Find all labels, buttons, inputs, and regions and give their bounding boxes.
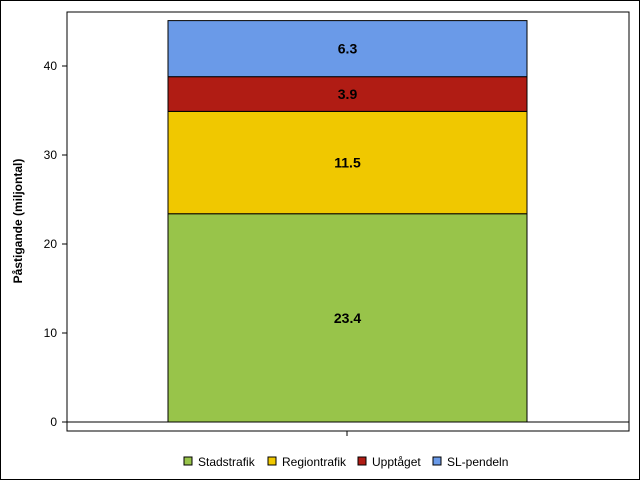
legend-swatch bbox=[267, 456, 277, 466]
legend: Stadstrafik Regiontrafik Upptåget SL-pendel… bbox=[183, 455, 508, 469]
legend-label: Upptåget bbox=[372, 455, 421, 469]
y-axis: 0 10 20 30 40 bbox=[44, 59, 67, 429]
bar-segment-stadstrafik bbox=[167, 213, 528, 423]
legend-label: SL-pendeln bbox=[447, 455, 508, 469]
y-tick-label: 20 bbox=[44, 237, 58, 251]
data-label: 23.4 bbox=[334, 310, 361, 326]
legend-label: Regiontrafik bbox=[282, 455, 347, 469]
bar-segments bbox=[167, 20, 528, 423]
y-tick-label: 10 bbox=[44, 326, 58, 340]
data-labels: 23.4 11.5 3.9 6.3 bbox=[334, 41, 361, 326]
legend-swatch bbox=[432, 456, 442, 466]
data-label: 3.9 bbox=[338, 86, 358, 102]
y-tick-label: 40 bbox=[44, 59, 58, 73]
legend-swatch bbox=[183, 456, 193, 466]
data-label: 6.3 bbox=[338, 41, 358, 57]
y-tick-label: 30 bbox=[44, 148, 58, 162]
legend-label: Stadstrafik bbox=[198, 455, 256, 469]
bar-segment-uppt-get bbox=[167, 76, 528, 112]
legend-swatch bbox=[357, 456, 367, 466]
y-tick-label: 0 bbox=[50, 415, 57, 429]
bar-segment-sl-pendeln bbox=[167, 20, 528, 78]
y-axis-title: Påstigande (miljontal) bbox=[11, 159, 25, 284]
data-label: 11.5 bbox=[334, 155, 361, 171]
